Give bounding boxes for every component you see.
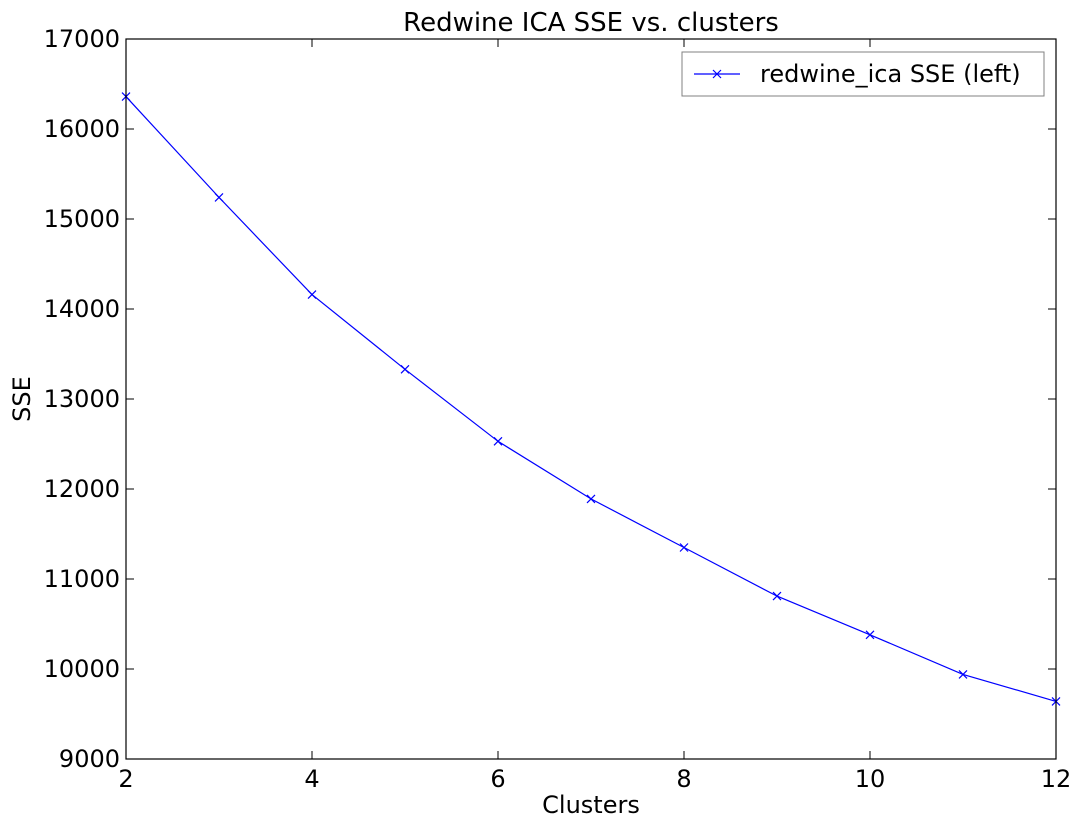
y-tick-label: 11000 <box>44 565 120 593</box>
y-tick-label: 17000 <box>44 25 120 53</box>
plot-area <box>121 92 1061 706</box>
x-tick-label: 8 <box>676 765 691 793</box>
y-axis-label: SSE <box>8 376 36 422</box>
data-point <box>307 290 317 300</box>
legend-marker-x <box>712 69 722 79</box>
data-point <box>586 494 596 504</box>
y-tick-label: 10000 <box>44 655 120 683</box>
x-tick-label: 10 <box>855 765 886 793</box>
series-line <box>125 96 1057 702</box>
x-axis: 2 4 6 8 10 12 <box>118 39 1071 793</box>
data-point <box>493 436 503 446</box>
chart-title: Redwine ICA SSE vs. clusters <box>403 8 779 38</box>
x-tick-label: 12 <box>1041 765 1072 793</box>
legend-entry-label: redwine_ica SSE (left) <box>760 60 1021 88</box>
data-point <box>958 669 968 679</box>
y-axis: 9000 10000 11000 12000 13000 14000 15000 16000 1… <box>44 25 1056 773</box>
data-point <box>772 591 782 601</box>
y-tick-label: 13000 <box>44 385 120 413</box>
data-point <box>214 192 224 202</box>
legend-box <box>681 51 1045 97</box>
x-tick-label: 4 <box>304 765 319 793</box>
plot-frame <box>125 38 1057 760</box>
y-tick-label: 12000 <box>44 475 120 503</box>
y-tick-label: 9000 <box>59 745 120 773</box>
x-axis-label: Clusters <box>542 791 640 819</box>
legend: redwine_ica SSE (left) <box>681 51 1045 97</box>
x-tick-label: 2 <box>118 765 133 793</box>
y-tick-label: 14000 <box>44 295 120 323</box>
data-point <box>679 543 689 552</box>
y-tick-label: 15000 <box>44 205 120 233</box>
y-tick-label: 16000 <box>44 115 120 143</box>
x-tick-label: 6 <box>490 765 505 793</box>
data-point <box>400 364 410 374</box>
data-point <box>865 630 875 640</box>
